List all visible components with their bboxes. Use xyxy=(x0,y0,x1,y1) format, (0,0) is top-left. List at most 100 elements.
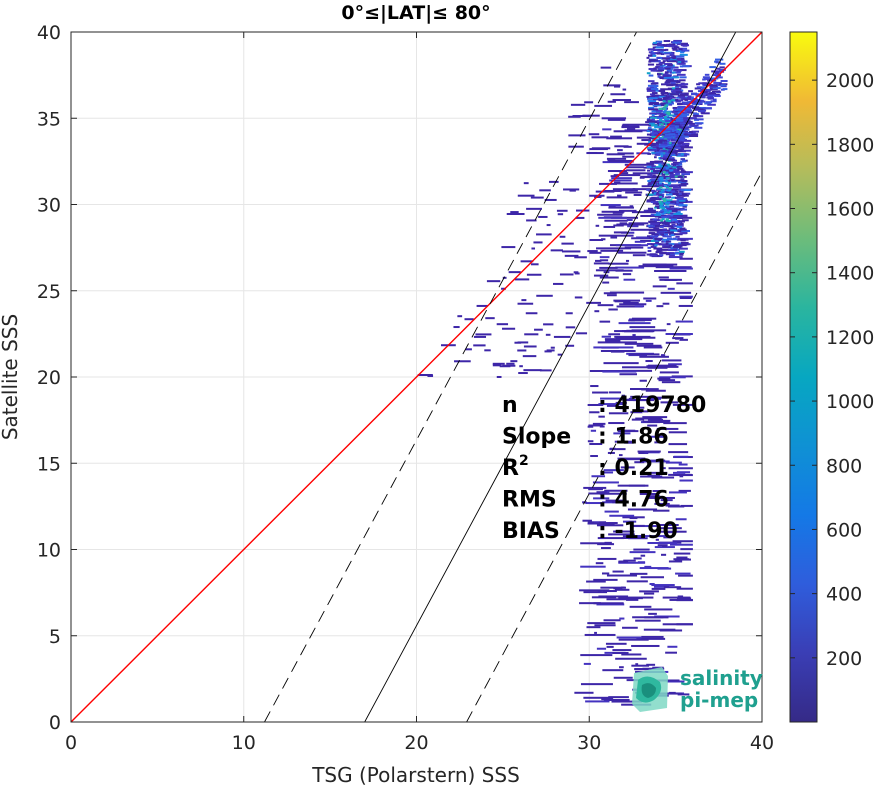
stat-superscript: 2 xyxy=(519,453,529,469)
density-cell xyxy=(598,216,627,219)
density-cell xyxy=(646,133,652,136)
density-cell xyxy=(710,100,717,103)
density-cell xyxy=(702,76,710,79)
density-cell xyxy=(659,206,663,209)
density-cell xyxy=(663,142,668,145)
density-cell xyxy=(618,454,623,457)
density-cell xyxy=(672,115,678,118)
density-cell xyxy=(658,379,676,382)
density-cell xyxy=(652,666,664,669)
density-cell xyxy=(665,186,669,189)
density-cell xyxy=(588,492,607,495)
x-tick-label: 0 xyxy=(65,732,77,754)
density-cell xyxy=(669,169,678,172)
density-cell xyxy=(665,203,669,206)
density-cell xyxy=(682,160,687,163)
density-cell xyxy=(674,108,679,111)
density-cell xyxy=(556,209,568,212)
density-cell xyxy=(651,476,675,479)
density-cell xyxy=(610,93,626,96)
density-cell xyxy=(704,73,710,76)
density-cell xyxy=(656,212,661,215)
density-cell xyxy=(664,158,671,161)
colorbar-tick-label: 1800 xyxy=(826,134,874,156)
density-cell xyxy=(580,542,607,545)
density-cell xyxy=(680,241,689,244)
density-cell xyxy=(659,248,669,251)
density-cell xyxy=(652,43,662,46)
density-cell xyxy=(655,46,664,49)
density-cell xyxy=(619,303,647,306)
density-cell xyxy=(635,619,661,622)
density-cell xyxy=(663,233,669,236)
density-cell xyxy=(659,376,686,379)
density-cell xyxy=(653,98,663,101)
density-cell xyxy=(624,101,639,104)
density-cell xyxy=(679,252,685,255)
density-cell xyxy=(629,205,634,208)
density-cell xyxy=(613,676,633,679)
density-cell xyxy=(550,346,555,349)
density-cell xyxy=(625,166,644,169)
density-cell xyxy=(680,178,685,181)
density-cell xyxy=(676,599,693,602)
density-cell xyxy=(654,269,687,272)
density-cell xyxy=(612,652,629,655)
y-axis: 0 5 10 15 20 25 30 35 40 xyxy=(37,22,762,734)
density-cell xyxy=(536,294,553,297)
density-cell xyxy=(673,213,683,216)
density-cell xyxy=(659,203,663,206)
density-cell xyxy=(622,88,627,91)
density-cell xyxy=(610,135,622,138)
density-cell xyxy=(586,580,606,583)
density-cell xyxy=(667,100,671,103)
density-cell xyxy=(648,51,652,54)
density-cell xyxy=(658,200,662,203)
density-cell xyxy=(659,629,683,632)
density-cell xyxy=(647,84,658,87)
density-cell xyxy=(646,87,654,90)
density-cell xyxy=(665,48,669,51)
density-cell xyxy=(677,99,684,102)
density-cell xyxy=(680,83,689,86)
density-cell xyxy=(668,99,678,102)
density-cell xyxy=(667,167,677,170)
density-cell xyxy=(639,355,669,358)
density-cell xyxy=(669,180,677,183)
density-cell xyxy=(622,155,635,158)
density-cell xyxy=(696,83,701,86)
density-cell xyxy=(678,123,688,126)
density-cell xyxy=(674,165,683,168)
density-cell xyxy=(557,213,564,216)
density-cell xyxy=(661,193,665,196)
density-cell xyxy=(660,91,669,94)
density-cell xyxy=(593,602,624,605)
density-cell xyxy=(675,201,681,204)
density-cell xyxy=(657,73,661,76)
density-cell xyxy=(639,176,645,179)
density-cell xyxy=(591,147,611,150)
density-cell xyxy=(677,108,683,111)
density-cell xyxy=(587,151,598,154)
density-cell xyxy=(501,287,506,290)
density-cell xyxy=(698,82,706,85)
density-cell xyxy=(654,89,661,92)
density-cell xyxy=(676,282,693,285)
density-cell xyxy=(662,544,668,547)
density-cell xyxy=(640,554,646,557)
density-cell xyxy=(595,259,602,262)
density-cell xyxy=(655,538,659,541)
density-cell xyxy=(662,106,666,109)
density-cell xyxy=(654,161,663,164)
density-cell xyxy=(651,118,655,121)
density-cell xyxy=(677,237,693,240)
density-cell xyxy=(647,366,668,369)
density-cell xyxy=(711,70,716,73)
density-cell xyxy=(662,114,666,117)
density-cell xyxy=(668,133,676,136)
density-cell xyxy=(678,48,683,51)
density-cell xyxy=(665,102,674,105)
density-cell xyxy=(702,83,708,86)
density-cell xyxy=(637,561,646,564)
density-cell xyxy=(660,143,668,146)
